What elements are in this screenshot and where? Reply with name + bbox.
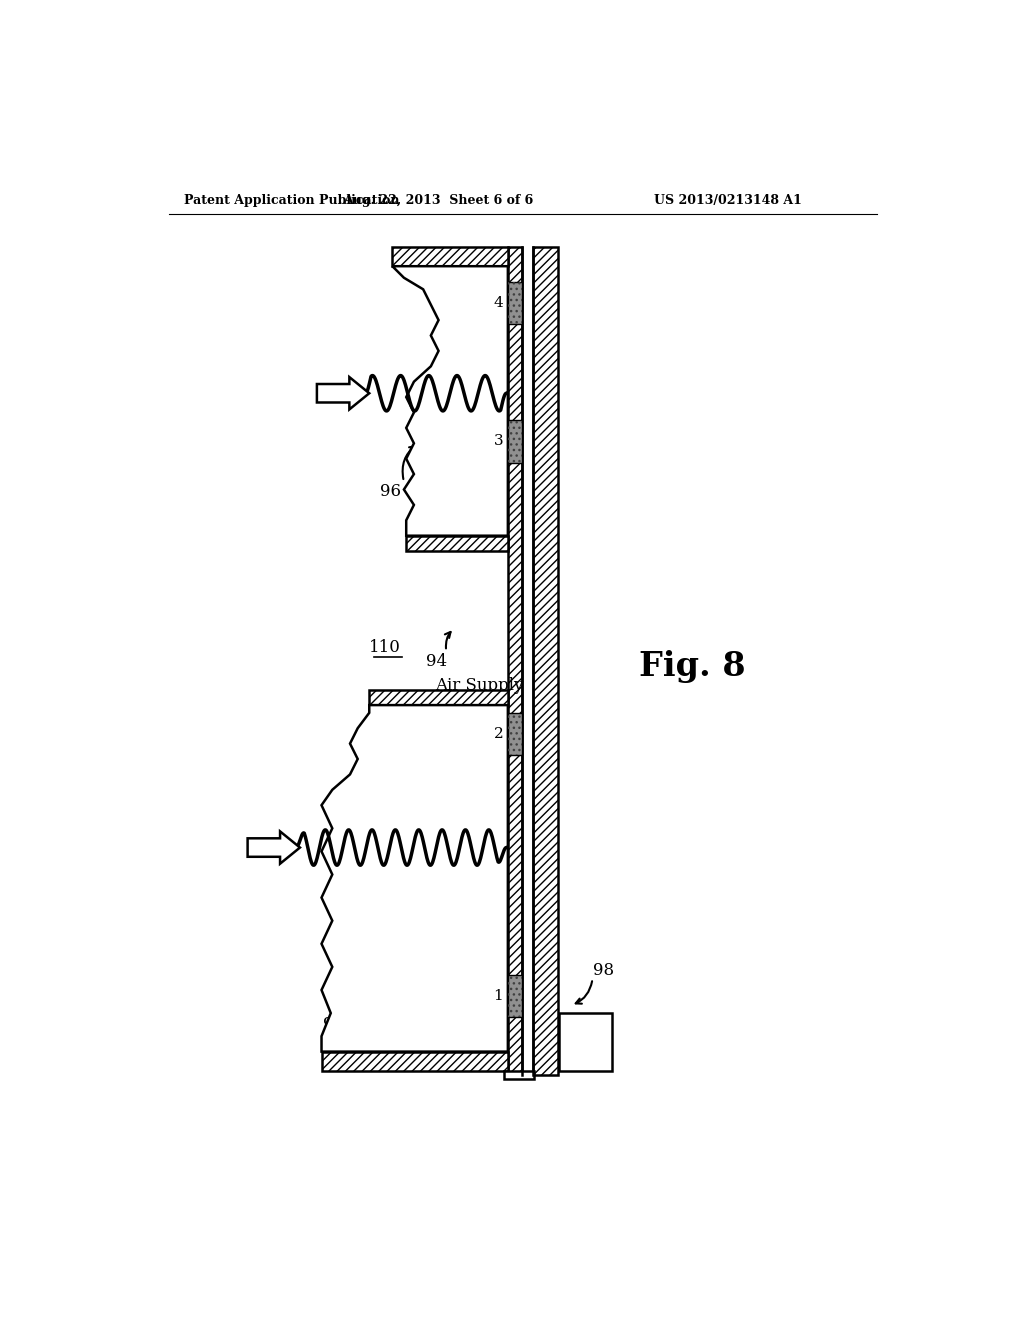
Bar	[392, 247, 508, 267]
Bar	[532, 247, 558, 1074]
Text: Fig. 8: Fig. 8	[639, 651, 745, 684]
Polygon shape	[248, 832, 300, 863]
Bar	[508, 247, 521, 1074]
Bar	[508, 974, 521, 1016]
Bar	[322, 1052, 508, 1071]
Bar	[370, 690, 508, 705]
Bar	[508, 420, 521, 462]
Text: 92: 92	[323, 1016, 344, 1034]
Text: 1: 1	[494, 989, 503, 1003]
Text: 96: 96	[380, 483, 401, 500]
Bar	[508, 713, 521, 755]
Text: 4: 4	[494, 296, 503, 310]
Bar	[392, 247, 508, 267]
Bar	[504, 1071, 535, 1078]
Bar	[508, 713, 521, 755]
Polygon shape	[392, 267, 508, 536]
Text: US 2013/0213148 A1: US 2013/0213148 A1	[654, 194, 802, 207]
Text: 3: 3	[494, 434, 503, 449]
Bar	[508, 420, 521, 462]
Text: Aug. 22, 2013  Sheet 6 of 6: Aug. 22, 2013 Sheet 6 of 6	[343, 194, 534, 207]
Bar	[508, 974, 521, 1016]
Text: 94: 94	[426, 652, 447, 669]
Bar	[532, 247, 558, 1074]
Bar	[521, 247, 532, 1074]
Text: Air Supply: Air Supply	[435, 677, 523, 694]
Bar	[508, 281, 521, 323]
Bar	[559, 1014, 611, 1071]
Bar	[508, 281, 521, 323]
Bar	[407, 536, 508, 552]
Bar	[370, 690, 508, 705]
Text: 2: 2	[494, 727, 503, 741]
Polygon shape	[316, 378, 370, 409]
Polygon shape	[322, 705, 508, 1052]
Text: Patent Application Publication: Patent Application Publication	[184, 194, 400, 207]
Bar	[508, 247, 521, 1074]
Bar	[407, 536, 508, 552]
Text: 110: 110	[369, 639, 400, 656]
Bar	[322, 1052, 508, 1071]
Text: 98: 98	[593, 962, 614, 979]
